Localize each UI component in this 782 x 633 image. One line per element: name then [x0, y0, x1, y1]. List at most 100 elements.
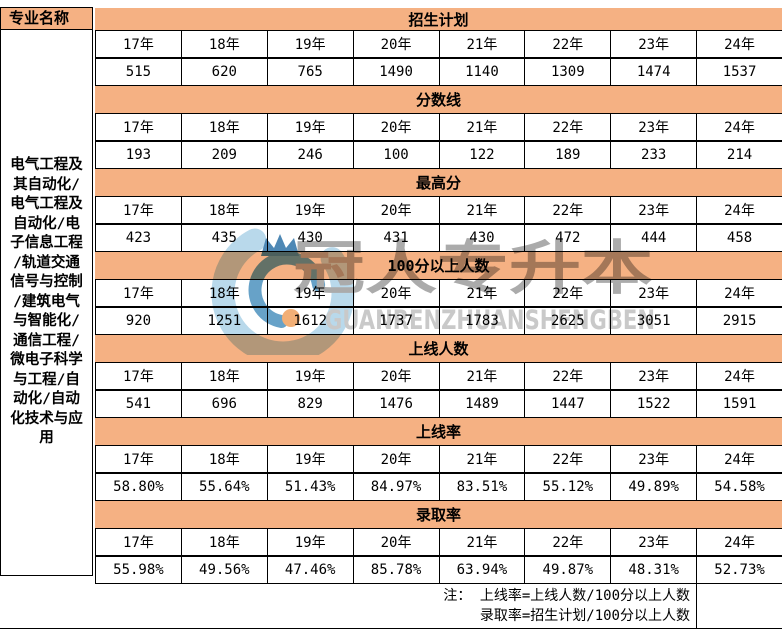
section-title: 招生计划: [408, 10, 469, 29]
value-cell: 1522: [610, 391, 697, 418]
table-section: 分数线 17年 18年 19年 20年 21年 22年 23年 24年 193 …: [95, 86, 782, 169]
value-cell: 472: [524, 225, 611, 252]
year-header-cell: 22年: [524, 363, 611, 390]
section-title-band: 分数线: [95, 86, 782, 113]
value-cell: 193: [95, 142, 181, 169]
value-cell: 3051: [610, 308, 697, 335]
value-cell: 1251: [180, 308, 267, 335]
year-header-row: 17年 18年 19年 20年 21年 22年 23年 24年: [95, 30, 782, 58]
section-title-band: 录取率: [95, 501, 782, 528]
value-cell: 1783: [438, 308, 525, 335]
section-title: 上线人数: [408, 340, 469, 358]
year-header-cell: 20年: [352, 363, 439, 390]
year-header-cell: 24年: [696, 31, 782, 58]
value-cell: 423: [95, 225, 181, 252]
value-cell: 444: [610, 225, 697, 252]
year-header-cell: 21年: [438, 114, 525, 141]
value-cell: 49.87%: [524, 557, 611, 584]
value-cell: 100: [352, 142, 439, 169]
year-header-row: 17年 18年 19年 20年 21年 22年 23年 24年: [95, 445, 782, 473]
section-title: 100分以上人数: [387, 257, 490, 275]
year-header-cell: 22年: [524, 197, 611, 224]
year-header-cell: 21年: [438, 197, 525, 224]
year-header-row: 17年 18年 19年 20年 21年 22年 23年 24年: [95, 196, 782, 224]
year-header-row: 17年 18年 19年 20年 21年 22年 23年 24年: [95, 528, 782, 556]
year-header-cell: 20年: [352, 529, 439, 556]
value-cell: 696: [180, 391, 267, 418]
value-row: 541 696 829 1476 1489 1447 1522 1591: [95, 390, 782, 418]
section-title: 最高分: [415, 174, 461, 192]
value-cell: 2915: [696, 308, 782, 335]
table-layout: 专业名称 电气工程及 其自动化/ 电气工程及 自动化/电 子信息工程 /轨道交通…: [0, 7, 782, 584]
year-header-row: 17年 18年 19年 20年 21年 22年 23年 24年: [95, 279, 782, 307]
year-header-cell: 18年: [180, 114, 267, 141]
year-header-cell: 22年: [524, 31, 611, 58]
major-column-header: 专业名称: [0, 7, 93, 30]
year-header-cell: 22年: [524, 114, 611, 141]
value-cell: 55.12%: [524, 474, 611, 501]
section-title-band: 招生计划: [95, 8, 782, 30]
year-header-cell: 21年: [438, 363, 525, 390]
year-header-cell: 18年: [180, 31, 267, 58]
value-cell: 1489: [438, 391, 525, 418]
value-cell: 765: [266, 59, 353, 86]
year-header-cell: 23年: [610, 446, 697, 473]
value-cell: 2625: [524, 308, 611, 335]
year-header-cell: 19年: [266, 197, 353, 224]
section-title-band: 上线率: [95, 418, 782, 445]
value-cell: 189: [524, 142, 611, 169]
major-names-cell: 电气工程及 其自动化/ 电气工程及 自动化/电 子信息工程 /轨道交通 信号与控…: [0, 30, 93, 576]
table-section: 招生计划 17年 18年 19年 20年 21年 22年 23年 24年 515…: [95, 8, 782, 86]
year-header-cell: 22年: [524, 280, 611, 307]
year-header-cell: 20年: [352, 197, 439, 224]
sections-container: 招生计划 17年 18年 19年 20年 21年 22年 23年 24年 515…: [95, 8, 782, 584]
year-header-cell: 20年: [352, 114, 439, 141]
value-cell: 63.94%: [438, 557, 525, 584]
value-cell: 48.31%: [610, 557, 697, 584]
value-cell: 209: [180, 142, 267, 169]
year-header-cell: 24年: [696, 363, 782, 390]
footnote-line-2: 录取率=招生计划/100分以上人数: [479, 608, 690, 624]
year-header-row: 17年 18年 19年 20年 21年 22年 23年 24年: [95, 362, 782, 390]
value-cell: 233: [610, 142, 697, 169]
value-cell: 829: [266, 391, 353, 418]
value-cell: 55.98%: [95, 557, 181, 584]
year-header-cell: 21年: [438, 529, 525, 556]
value-cell: 49.56%: [180, 557, 267, 584]
year-header-cell: 18年: [180, 446, 267, 473]
year-header-cell: 18年: [180, 197, 267, 224]
year-header-cell: 24年: [696, 114, 782, 141]
value-cell: 1737: [352, 308, 439, 335]
year-header-cell: 19年: [266, 446, 353, 473]
value-cell: 1309: [524, 59, 611, 86]
year-header-cell: 19年: [266, 31, 353, 58]
year-header-cell: 20年: [352, 446, 439, 473]
year-header-cell: 17年: [95, 446, 181, 473]
value-row: 920 1251 1612 1737 1783 2625 3051 2915: [95, 307, 782, 335]
year-header-cell: 19年: [266, 280, 353, 307]
year-header-cell: 24年: [696, 197, 782, 224]
value-cell: 435: [180, 225, 267, 252]
value-cell: 1591: [696, 391, 782, 418]
value-cell: 83.51%: [438, 474, 525, 501]
value-cell: 1612: [266, 308, 353, 335]
value-cell: 541: [95, 391, 181, 418]
year-header-cell: 24年: [696, 529, 782, 556]
year-header-cell: 17年: [95, 114, 181, 141]
footnote-empty-cell: [697, 584, 782, 629]
year-header-cell: 19年: [266, 114, 353, 141]
footnote-text: 注： 上线率=上线人数/100分以上人数 录取率=招生计划/100分以上人数: [0, 584, 697, 629]
year-header-cell: 17年: [95, 363, 181, 390]
value-cell: 47.46%: [266, 557, 353, 584]
year-header-cell: 17年: [95, 31, 181, 58]
value-cell: 1447: [524, 391, 611, 418]
section-title: 上线率: [415, 423, 461, 441]
table-section: 最高分 17年 18年 19年 20年 21年 22年 23年 24年 423 …: [95, 169, 782, 252]
table-section: 上线率 17年 18年 19年 20年 21年 22年 23年 24年 58.8…: [95, 418, 782, 501]
year-header-cell: 18年: [180, 280, 267, 307]
year-header-cell: 22年: [524, 446, 611, 473]
value-cell: 85.78%: [352, 557, 439, 584]
year-header-cell: 19年: [266, 363, 353, 390]
year-header-cell: 23年: [610, 31, 697, 58]
value-row: 58.80% 55.64% 51.43% 84.97% 83.51% 55.12…: [95, 473, 782, 501]
